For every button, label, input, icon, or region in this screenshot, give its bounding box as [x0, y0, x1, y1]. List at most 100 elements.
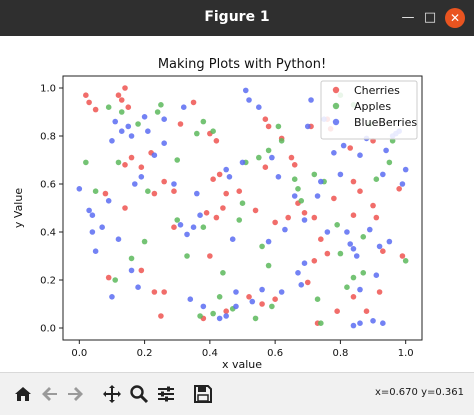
point-apples [184, 253, 190, 259]
point-cherries [272, 219, 278, 226]
legend-box [320, 80, 418, 140]
point-apples [265, 262, 272, 269]
forward-button[interactable] [64, 383, 86, 405]
configure-subplots-icon [158, 386, 174, 402]
point-cherries [311, 258, 318, 264]
point-blueberries [259, 286, 265, 293]
zoom-button[interactable] [128, 383, 150, 405]
point-blueberries [132, 181, 138, 187]
x-tick-label: 1.0 [398, 348, 414, 359]
point-blueberries [380, 320, 386, 327]
point-apples [337, 250, 344, 257]
point-blueberries [128, 133, 135, 139]
configure-subplots-button[interactable] [155, 383, 177, 405]
point-apples [386, 159, 393, 166]
x-tick-label: 0.0 [71, 348, 87, 359]
point-apples [256, 154, 262, 161]
x-tick-label: 0.4 [202, 348, 218, 359]
point-apples [135, 121, 141, 127]
point-cherries [138, 267, 145, 274]
point-blueberries [350, 322, 357, 329]
point-apples [350, 274, 357, 281]
figure-canvas[interactable]: Making Plots with Python! 0.0 0.2 0.4 0.6 0.… [0, 36, 474, 372]
point-blueberries [295, 270, 301, 276]
point-blueberries [301, 217, 308, 223]
point-apples [92, 188, 99, 194]
point-cherries [262, 164, 269, 170]
point-blueberries [233, 303, 239, 310]
home-button[interactable] [12, 383, 34, 405]
point-blueberries [89, 212, 96, 218]
point-blueberries [324, 229, 331, 235]
point-blueberries [223, 313, 229, 319]
point-cherries [161, 178, 167, 185]
forward-arrow-icon [68, 387, 83, 401]
point-blueberries [337, 171, 344, 178]
point-apples [216, 294, 223, 300]
point-blueberries [86, 207, 92, 214]
point-apples [275, 123, 282, 130]
point-cherries [210, 176, 216, 182]
point-cherries [151, 289, 158, 295]
point-blueberries [184, 231, 190, 238]
x-tick-label: 0.8 [332, 348, 348, 359]
point-cherries [380, 248, 386, 254]
point-cherries [216, 171, 223, 178]
point-cherries [122, 85, 128, 91]
point-blueberries [370, 318, 376, 324]
scatter-plot[interactable]: Making Plots with Python! 0.0 0.2 0.4 0.6 0.… [0, 36, 474, 372]
point-blueberries [402, 166, 409, 173]
point-cherries [138, 164, 145, 170]
point-apples [373, 176, 380, 182]
pan-button[interactable] [101, 383, 123, 405]
y-tick-label: 0.2 [40, 276, 56, 287]
point-blueberries [76, 186, 83, 192]
point-blueberries [256, 104, 262, 110]
point-cherries [399, 253, 406, 259]
point-cherries [272, 296, 278, 303]
point-blueberries [357, 286, 363, 293]
point-cherries [83, 92, 89, 98]
point-blueberries [304, 123, 311, 130]
point-blueberries [161, 116, 167, 122]
point-blueberries [357, 320, 363, 327]
point-cherries [288, 154, 295, 161]
point-apples [141, 238, 148, 245]
point-cherries [259, 301, 265, 307]
legend-label-cherries: Cherries [354, 84, 400, 97]
point-blueberries [171, 181, 177, 187]
point-blueberries [357, 152, 363, 158]
legend-marker-blueberries [332, 118, 340, 126]
point-apples [145, 188, 151, 194]
point-cherries [265, 123, 272, 130]
point-blueberries [350, 246, 357, 252]
point-cherries [252, 207, 259, 214]
point-apples [295, 186, 301, 192]
point-blueberries [125, 123, 132, 130]
maximize-button[interactable]: □ [423, 10, 437, 25]
point-apples [311, 171, 318, 178]
point-cherries [158, 313, 164, 319]
legend-marker-cherries [332, 86, 340, 94]
title-bar[interactable]: Figure 1 — □ ✕ [0, 0, 474, 36]
point-apples [334, 222, 340, 228]
point-blueberries [246, 97, 252, 103]
point-cherries [357, 188, 363, 194]
point-cherries [207, 253, 213, 259]
point-blueberries [190, 224, 197, 230]
point-cherries [291, 162, 298, 168]
point-apples [360, 234, 367, 240]
cursor-coordinates: x=0.670 y=0.361 [374, 387, 464, 398]
back-button[interactable] [39, 383, 61, 405]
point-apples [154, 109, 161, 115]
minimize-button[interactable]: — [401, 10, 415, 25]
axis-ticks: 0.0 0.2 0.4 0.6 0.8 1.0 0.0 0.2 0.4 0.6 0.8 1.0 [40, 84, 414, 360]
point-apples [360, 270, 367, 276]
save-button[interactable] [192, 383, 214, 405]
point-apples [259, 243, 265, 250]
y-axis-label: y Value [12, 188, 25, 228]
window-title: Figure 1 [204, 9, 270, 25]
close-button[interactable]: ✕ [445, 8, 465, 28]
point-blueberries [145, 128, 151, 134]
